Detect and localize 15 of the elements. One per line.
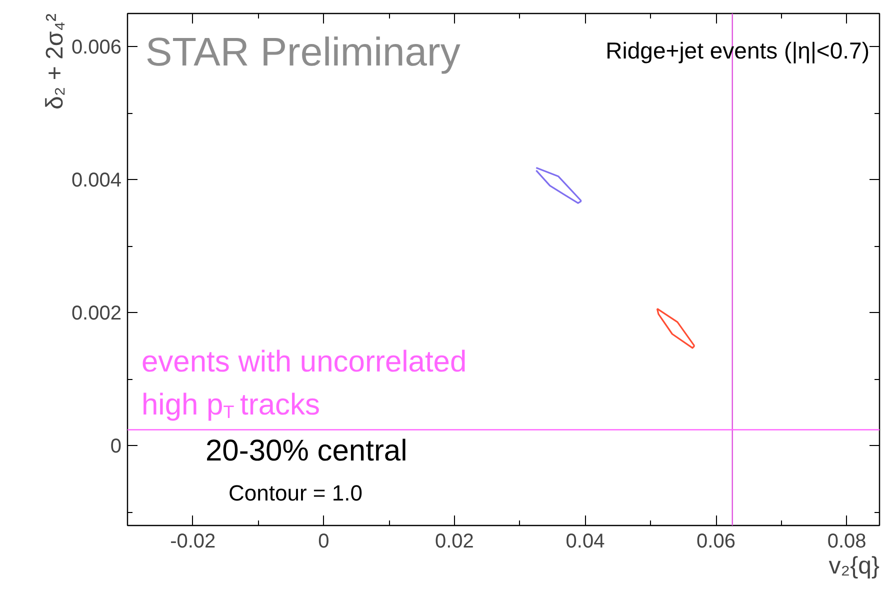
y-tick-label: 0 — [110, 436, 122, 458]
x-tick-label: 0.02 — [434, 530, 474, 552]
x-tick-label: -0.02 — [170, 530, 216, 552]
y-axis-title: δ₂ + 2σ₄² — [42, 13, 68, 110]
y-tick-label: 0.004 — [71, 170, 122, 192]
y-tick-label: 0.006 — [71, 36, 122, 59]
y-tick-label: 0.002 — [71, 302, 122, 325]
annotation: Contour = 1.0 — [228, 480, 362, 506]
x-tick-label: 0.04 — [566, 530, 605, 552]
annotation: STAR Preliminary — [146, 30, 460, 74]
x-tick-label: 0 — [318, 530, 330, 552]
annotation: 20-30% central — [206, 434, 408, 468]
x-axis-title: v₂{q} — [828, 552, 880, 580]
x-tick-label: 0.08 — [827, 530, 866, 552]
x-tick-label: 0.06 — [696, 530, 736, 552]
